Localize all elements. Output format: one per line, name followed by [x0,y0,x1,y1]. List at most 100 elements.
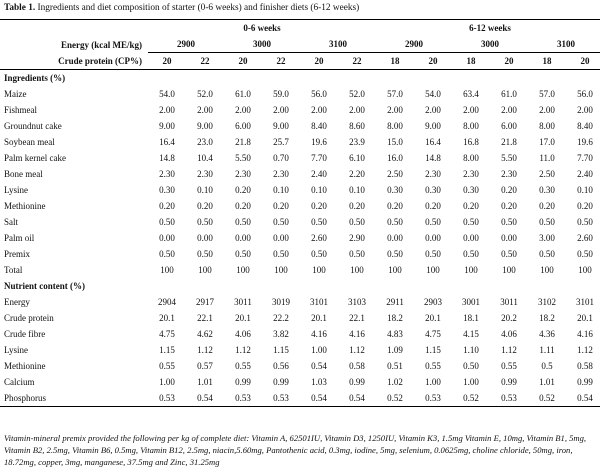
table-cell: 56.0 [577,89,593,99]
table-row: Lysine 0.30 0.10 0.20 0.10 0.10 0.10 0.30 0.30 0.… [0,182,600,198]
table-row: Maize 54.0 52.0 61.0 59.0 56.0 52.0 57.0 54.0 63.… [0,86,600,102]
table-cell: 6.00 [235,121,251,131]
table-cell: 19.6 [311,137,327,147]
table-cell: 21.8 [235,137,251,147]
table-row: Calcium 1.00 1.01 0.99 0.99 1.03 0.99 1.02 1.00 1… [0,374,600,390]
table-cell: 0.20 [501,201,517,211]
table-cell: 0.99 [273,377,289,387]
table-cell: 100 [236,265,250,275]
table-cell: 0.53 [262,390,300,407]
table-cell: 0.50 [273,249,289,259]
table-cell: 0.55 [159,361,175,371]
table-cell: 100 [426,265,440,275]
energy-level-header: 3100 [300,36,377,53]
row-label: Groundnut cake [4,121,62,131]
table-body: Ingredients (%) Maize 54.0 52.0 61.0 59.0 56.0… [0,70,600,407]
table-cell: 2903 [424,297,443,307]
table-cell: 0.52 [376,390,415,407]
table-cell: 1.10 [463,345,479,355]
table-cell: 5.50 [235,153,251,163]
table-row: Palm kernel cake 14.8 10.4 5.50 0.70 7.70 6.10… [0,150,600,166]
table-cell: 9.00 [273,121,289,131]
diet-composition-table: 0-6 weeks 6-12 weeks Energy (kcal ME/kg)… [0,19,600,407]
table-cell: 0.50 [273,217,289,227]
row-label: Maize [4,89,27,99]
table-cell: 1.00 [311,345,327,355]
table-cell: 4.16 [577,329,593,339]
table-cell: 20.1 [311,313,327,323]
table-row: Groundnut cake 9.00 9.00 6.00 9.00 8.40 8.60 8.… [0,118,600,134]
row-label: Phosphorus [0,390,148,407]
table-cell: 3102 [538,297,557,307]
table-cell: 0.50 [501,249,517,259]
table-cell: 2.50 [387,169,403,179]
table-cell: 18.1 [463,313,479,323]
table-cell: 0.20 [387,201,403,211]
table-cell: 2.50 [539,169,555,179]
table-cell: 0.51 [387,361,403,371]
table-cell: 100 [540,265,554,275]
table-row: Energy 2904 2917 3011 3019 3101 3103 2911 2903 30… [0,294,600,310]
table-cell: 4.06 [235,329,251,339]
table-cell: 0.50 [235,217,251,227]
table-cell: 9.00 [425,121,441,131]
table-cell: 4.16 [311,329,327,339]
table-cell: 100 [274,265,288,275]
table-cell: 0.50 [159,217,175,227]
table-cell: 21.8 [501,137,517,147]
table-cell: 52.0 [349,89,365,99]
table-cell: 8.40 [311,121,327,131]
table-cell: 0.50 [159,249,175,259]
table-cell: 1.09 [387,345,403,355]
table-cell: 2.30 [425,169,441,179]
table-cell: 14.8 [425,153,441,163]
table-cell: 2.00 [539,105,555,115]
table-cell: 0.58 [349,361,365,371]
table-cell: 0.54 [311,361,327,371]
cp-level-header: 18 [528,53,567,70]
energy-header-row: Energy (kcal ME/kg) 2900 3000 3100 2900 … [0,36,600,53]
table-cell: 0.00 [463,233,479,243]
table-cell: 8.00 [387,121,403,131]
table-cell: 4.36 [539,329,555,339]
table-cell: 1.12 [235,345,251,355]
table-cell: 3011 [234,297,252,307]
table-cell: 2.00 [463,105,479,115]
table-caption: Table 1. Ingredients and diet compositio… [4,3,359,13]
table-cell: 100 [388,265,402,275]
table-cell: 0.20 [539,201,555,211]
table-cell: 0.10 [349,185,365,195]
energy-level: 2900 [148,36,224,53]
energy-level: 3100 [300,36,377,53]
table-cell: 0.20 [235,185,251,195]
table-cell: 100 [578,265,592,275]
row-label: Lysine [4,345,28,355]
table-cell: 2.00 [311,105,327,115]
table-cell: 16.0 [387,153,403,163]
cp-level-header: 18 [452,53,491,70]
table-cell: 17.0 [539,137,555,147]
row-label: Methionine [4,361,46,371]
table-row: Total 100 100 100 100 100 100 100 100 100 100 100 10… [0,262,600,278]
table-cell: 0.55 [501,361,517,371]
table-row: Methionine 0.20 0.20 0.20 0.20 0.20 0.20 0.20 0.… [0,198,600,214]
table-cell: 3103 [348,297,367,307]
table-cell: 2.40 [577,169,593,179]
table-cell: 4.75 [159,329,175,339]
table-cell: 100 [198,265,212,275]
row-label: Total [4,265,23,275]
table-cell: 0.20 [463,201,479,211]
section-header-row: Nutrient content (%) [0,278,600,294]
table-cell: 1.12 [577,345,593,355]
cp-level-header: 20 [300,53,338,70]
row-label: Methionine [4,201,46,211]
table-cell: 0.53 [224,390,262,407]
table-row: Soybean meal 16.4 23.0 21.8 25.7 19.6 23.9 15.0… [0,134,600,150]
table-cell: 2.00 [577,105,593,115]
table-cell: 4.62 [197,329,213,339]
table-cell: 0.55 [235,361,251,371]
table-cell: 0.56 [273,361,289,371]
table-cell: 8.00 [463,121,479,131]
cp-level-header: 22 [338,53,377,70]
